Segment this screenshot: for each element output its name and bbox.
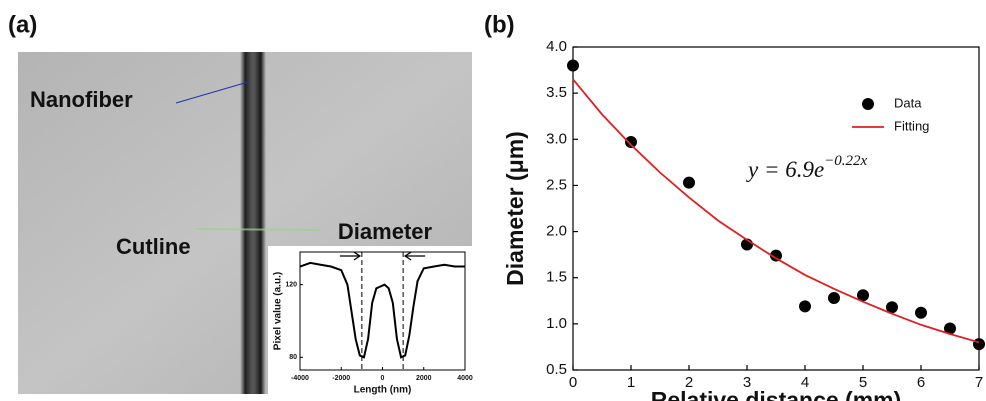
data-point — [799, 300, 811, 313]
data-point — [625, 136, 637, 149]
legend-label: Fitting — [894, 118, 929, 133]
data-point — [886, 301, 898, 314]
y-tick-label: 3.5 — [546, 84, 567, 101]
data-point — [770, 249, 782, 262]
x-tick-label: 4 — [801, 374, 809, 391]
x-tick-label: 7 — [975, 374, 983, 391]
x-tick-label: 2 — [685, 374, 693, 391]
x-tick-label: 0 — [569, 374, 577, 391]
nanofiber-image — [240, 52, 266, 394]
data-point — [828, 292, 840, 305]
data-point — [857, 289, 869, 302]
x-tick-label: -2000 — [332, 375, 350, 382]
profile-line — [299, 261, 465, 359]
y-tick-label: 4.0 — [546, 38, 567, 55]
x-axis-label: Length (nm) — [354, 385, 412, 396]
y-tick-label: 80 — [289, 354, 297, 361]
data-point — [973, 338, 985, 351]
panel-label: (a) — [8, 11, 37, 38]
x-tick-label: 0 — [381, 375, 385, 382]
y-axis-label: Pixel value (a.u.) — [273, 272, 284, 350]
data-point — [683, 176, 695, 189]
x-tick-label: 4000 — [457, 375, 473, 382]
x-tick-label: -4000 — [291, 375, 309, 382]
fit-line — [572, 78, 980, 344]
arrow — [339, 251, 362, 261]
x-tick-label: 6 — [917, 374, 925, 391]
legend-swatch — [862, 98, 874, 110]
arrow — [403, 251, 426, 261]
y-tick-label: 2.5 — [546, 176, 567, 193]
annotation: Diameter — [338, 219, 433, 244]
data-point — [567, 59, 579, 72]
y-tick-label: 1.5 — [546, 269, 567, 286]
x-tick-label: 5 — [859, 374, 867, 391]
cutline-mark — [194, 228, 321, 231]
y-axis-label: Diameter (μm) — [502, 131, 528, 286]
y-tick-label: 0.5 — [546, 361, 567, 378]
equation-base: y = 6.9e — [746, 157, 824, 182]
y-tick-label: 3.0 — [546, 130, 567, 147]
data-point — [944, 322, 956, 335]
y-tick-label: 120 — [285, 282, 297, 289]
y-tick-label: 2.0 — [546, 223, 567, 240]
label: Nanofiber — [30, 87, 133, 112]
pointer — [175, 81, 249, 104]
data-point — [915, 306, 927, 319]
x-tick-label: 2000 — [416, 375, 432, 382]
y-tick-label: 1.0 — [546, 315, 567, 332]
legend-label: Data — [894, 95, 922, 110]
x-axis-label: Relative distance (mm) — [651, 387, 902, 401]
panel-label: (b) — [484, 11, 515, 38]
plot-frame — [572, 46, 980, 371]
x-tick-label: 1 — [627, 374, 635, 391]
equation-exponent: −0.22x — [824, 153, 867, 169]
equation: y = 6.9e−0.22x — [746, 153, 868, 182]
x-tick-label: 3 — [743, 374, 751, 391]
label: Cutline — [116, 234, 191, 259]
